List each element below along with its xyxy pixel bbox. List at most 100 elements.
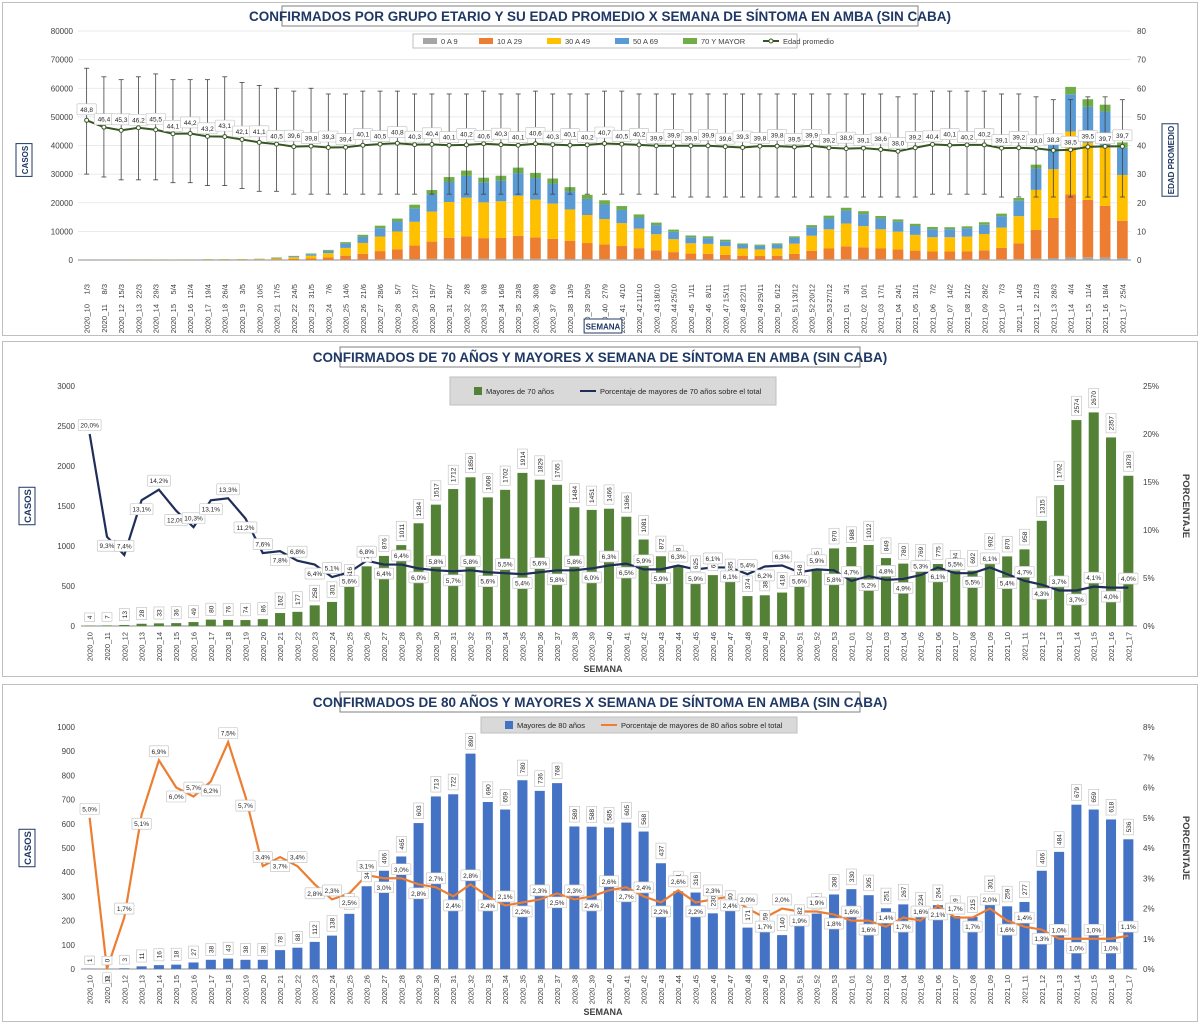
edad-promedio-label: 38,0 [892,141,905,148]
percent-label: 2,3% [325,888,340,895]
y2-tick-label: 5% [1143,814,1155,823]
bar-segment [806,225,817,228]
bar [742,596,753,626]
bar-value-label-group: 872 [655,535,667,553]
bar-segment [858,259,869,260]
percent-label-box [633,881,654,894]
bar-segment [392,231,403,250]
bar-segment [1117,174,1128,221]
bar-value-label-group: 86 [257,602,269,616]
edad-promedio-label: 40,1 [512,135,525,142]
legend-swatch [505,721,513,729]
edad-promedio-label: 44,1 [167,123,180,130]
bar-value-label-box [136,949,147,963]
chart1-ylabel-box [15,143,33,177]
bar-value-label-group: 902 [984,533,996,550]
edad-promedio-label: 39,5 [788,136,801,143]
bar-value-label: 38 [260,945,267,953]
percent-label-box [270,860,291,872]
y2-tick-label: 20 [1137,199,1146,208]
bar-segment [443,237,455,259]
percent-label-box [529,884,550,897]
bar-value-label-group: 177 [292,591,303,608]
bar-value-label-box [517,448,528,469]
bar-value-label-group: 406 [378,850,390,867]
date-label: 23/8 [514,284,523,299]
bar [292,947,303,969]
bar-value-label-box [136,607,147,620]
week-label: 2020_40 [605,632,614,661]
bar [880,558,892,626]
bar-value-label-group: 1451 [586,485,597,506]
edad-promedio-label: 40,5 [374,134,387,141]
edad-promedio-point [1085,144,1091,150]
bar-value-label-box [621,802,632,819]
percent-label-box [339,896,360,909]
week-label: 2020_46 [709,632,718,661]
bar-segment [771,243,783,245]
bar-segment [581,215,593,244]
bar-value-label-box [482,781,494,798]
week-label: 2021_13 [1055,975,1064,1004]
week-label: 2020_20 [255,304,264,333]
edad-promedio-point [256,139,262,145]
week-label: 2020_12 [117,304,126,333]
percent-label: 1,6% [913,909,928,916]
bar-segment [271,258,282,260]
percent-label: 6,4% [394,553,409,560]
y2-tick-label: 5% [1143,574,1155,583]
bar-segment [633,228,645,249]
edad-promedio-point [912,145,918,151]
bar-value-label-group: 603 [413,802,424,819]
bar-value-label-group: 215 [967,896,978,913]
bar-value-label-box [118,955,130,965]
percent-label: 7,4% [117,543,132,550]
bar-value-label-group: 625 [690,555,701,572]
week-label: 2020_45 [692,632,701,661]
bar-value-label-group: 234 [915,891,926,909]
edad-promedio-point [118,127,124,133]
bar-segment [322,250,334,254]
bar-value-label: 1315 [1039,499,1046,514]
bar [223,958,234,969]
date-label: 30/8 [531,284,540,299]
bar-segment [909,223,921,226]
edad-promedio-point [688,143,694,149]
week-label: 2021_11 [1020,975,1029,1004]
week-label: 2020_38 [570,632,579,661]
bar-value-label: 3 [122,958,129,962]
bar-value-label-group: 585 [603,806,615,824]
bar-value-label-box [378,535,390,552]
bar-value-label: 536 [1126,821,1133,832]
week-label: 2020_48 [743,975,752,1004]
bar [846,889,857,969]
bar-value-label-group: 1765 [551,460,563,481]
chart2-title: CONFIRMADOS DE 70 AÑOS Y MAYORES X SEMAN… [313,350,888,365]
bar-segment [271,259,282,260]
bar [898,904,909,969]
bar-value-label-group: 659 [1088,789,1100,806]
edad-promedio-label: 42,1 [236,129,249,136]
percent-label-box [893,582,914,594]
bar-segment [1030,189,1042,230]
percent-label-box [443,899,464,912]
percent-label: 2,4% [584,903,599,910]
bar [759,595,770,626]
bar-value-label: 568 [641,813,648,824]
percent-label-box [685,905,706,918]
bar-value-label-box [603,806,615,824]
edad-promedio-point [895,148,901,154]
percent-label-box [927,908,948,921]
bar-segment [892,219,904,222]
bar [275,950,286,969]
edad-promedio-label: 39,2 [1012,134,1025,141]
edad-promedio-label: 40,2 [460,131,473,138]
week-label: 2020_18 [221,304,230,333]
bar-segment [806,227,817,236]
percent-label-box [599,550,619,563]
percent-label-box [979,552,1000,565]
bar-value-label: 308 [832,876,839,887]
bar-segment [719,239,731,242]
bar-segment [599,219,610,245]
bar-value-label: 736 [537,773,544,784]
